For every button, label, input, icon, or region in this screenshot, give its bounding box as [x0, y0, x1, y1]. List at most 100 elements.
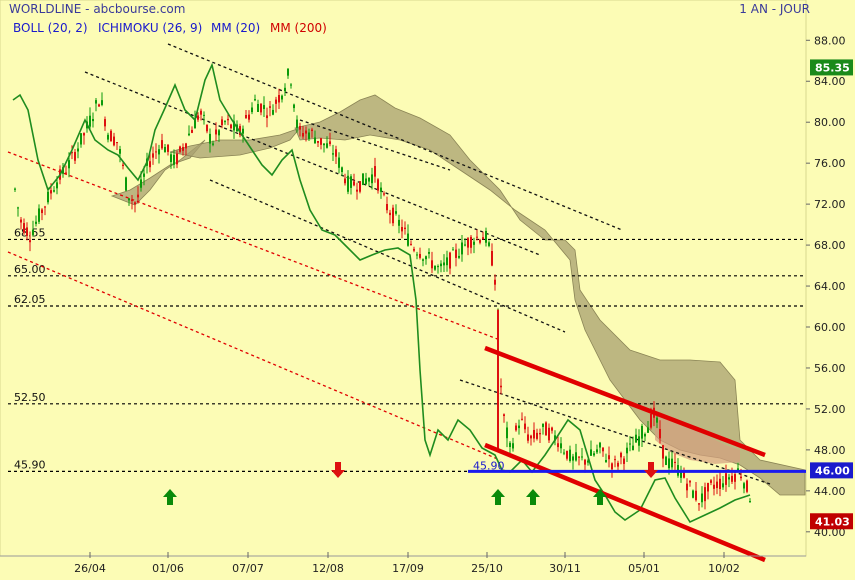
- candle-body: [116, 142, 118, 144]
- candle-body: [266, 115, 268, 119]
- candle-body: [311, 129, 313, 131]
- candle-body: [104, 119, 106, 127]
- candle-body: [224, 121, 226, 123]
- candle-body: [668, 458, 670, 469]
- candle-body: [80, 133, 82, 145]
- y-tick-label: 64.00: [814, 280, 846, 293]
- candle-body: [128, 198, 130, 201]
- candle-body: [77, 148, 79, 152]
- candle-body: [482, 237, 484, 240]
- y-tick-label: 88.00: [814, 34, 846, 47]
- candle-body: [461, 242, 463, 255]
- candle-body: [710, 480, 712, 483]
- candle-body: [329, 141, 331, 145]
- candle-body: [689, 480, 691, 483]
- candle-body: [125, 177, 127, 191]
- candle-body: [191, 129, 193, 133]
- candle-body: [683, 470, 685, 478]
- candle-body: [527, 434, 529, 441]
- candle-body: [206, 124, 208, 132]
- candle-body: [635, 434, 637, 443]
- candle-body: [89, 115, 91, 127]
- candle-body: [584, 459, 586, 465]
- candle-body: [563, 452, 565, 454]
- candle-body: [578, 456, 580, 458]
- candle-body: [443, 262, 445, 266]
- candle-body: [386, 204, 388, 211]
- candle-body: [245, 115, 247, 119]
- candle-body: [707, 482, 709, 492]
- candle-body: [518, 425, 520, 429]
- candle-body: [98, 104, 100, 107]
- candle-body: [503, 414, 505, 417]
- candle-body: [662, 445, 664, 459]
- candle-body: [20, 219, 22, 223]
- candle-body: [38, 208, 40, 222]
- cloud-segment: [294, 94, 806, 496]
- level-label-2: 62.05: [14, 293, 46, 306]
- candle-body: [218, 130, 220, 136]
- candle-body: [737, 468, 739, 471]
- candle-body: [398, 219, 400, 226]
- candle-body: [143, 173, 145, 177]
- candle-body: [290, 84, 292, 86]
- candle-body: [566, 450, 568, 459]
- candle-body: [23, 223, 25, 233]
- x-tick-label: 17/09: [392, 562, 424, 575]
- candle-body: [644, 433, 646, 437]
- candle-body: [545, 422, 547, 436]
- candle-body: [539, 433, 541, 435]
- x-tick-label: 12/08: [312, 562, 344, 575]
- candle-body: [581, 456, 583, 458]
- signal-arrows: [163, 462, 658, 505]
- price-badge-label: 41.03: [815, 515, 850, 528]
- candle-body: [215, 129, 217, 135]
- candle-body: [17, 207, 19, 209]
- cloud-segment-highlight: [655, 412, 740, 464]
- y-tick-label: 60.00: [814, 321, 846, 334]
- x-tick-label: 25/10: [471, 562, 503, 575]
- candle-body: [488, 242, 490, 246]
- candle-body: [455, 249, 457, 258]
- candle-body: [422, 259, 424, 261]
- ma200-dotted-1: [7, 251, 501, 461]
- candle-body: [602, 447, 604, 452]
- candle-body: [137, 194, 139, 198]
- candle-body: [611, 463, 613, 470]
- candle-body: [692, 490, 694, 498]
- candle-body: [524, 423, 526, 430]
- candlestick-series: [14, 68, 751, 511]
- candle-body: [590, 449, 592, 456]
- candle-body: [296, 119, 298, 128]
- candle-body: [374, 166, 376, 177]
- trend-line-2: [209, 179, 566, 333]
- candle-body: [605, 459, 607, 462]
- candle-body: [110, 130, 112, 142]
- candle-body: [359, 181, 361, 192]
- level-label-1: 65.00: [14, 263, 46, 276]
- candle-body: [515, 425, 517, 431]
- candle-body: [83, 133, 85, 136]
- candle-body: [449, 252, 451, 269]
- candle-body: [65, 172, 67, 174]
- candle-body: [152, 153, 154, 158]
- candle-body: [14, 188, 16, 190]
- candle-body: [608, 455, 610, 460]
- signal-arrow-buy: [163, 489, 177, 505]
- candle-body: [221, 119, 223, 126]
- price-badge-label: 46.00: [815, 464, 850, 477]
- candle-body: [704, 487, 706, 502]
- candle-body: [407, 233, 409, 246]
- candle-body: [347, 175, 349, 192]
- candle-body: [506, 427, 508, 439]
- candle-body: [671, 458, 673, 468]
- candle-body: [512, 443, 514, 449]
- candle-body: [446, 257, 448, 266]
- candle-body: [410, 243, 412, 245]
- candle-body: [614, 459, 616, 461]
- x-tick-label: 05/01: [628, 562, 660, 575]
- candle-body: [701, 493, 703, 503]
- candle-body: [356, 189, 358, 192]
- candle-body: [554, 435, 556, 441]
- signal-arrow-sell: [644, 462, 658, 478]
